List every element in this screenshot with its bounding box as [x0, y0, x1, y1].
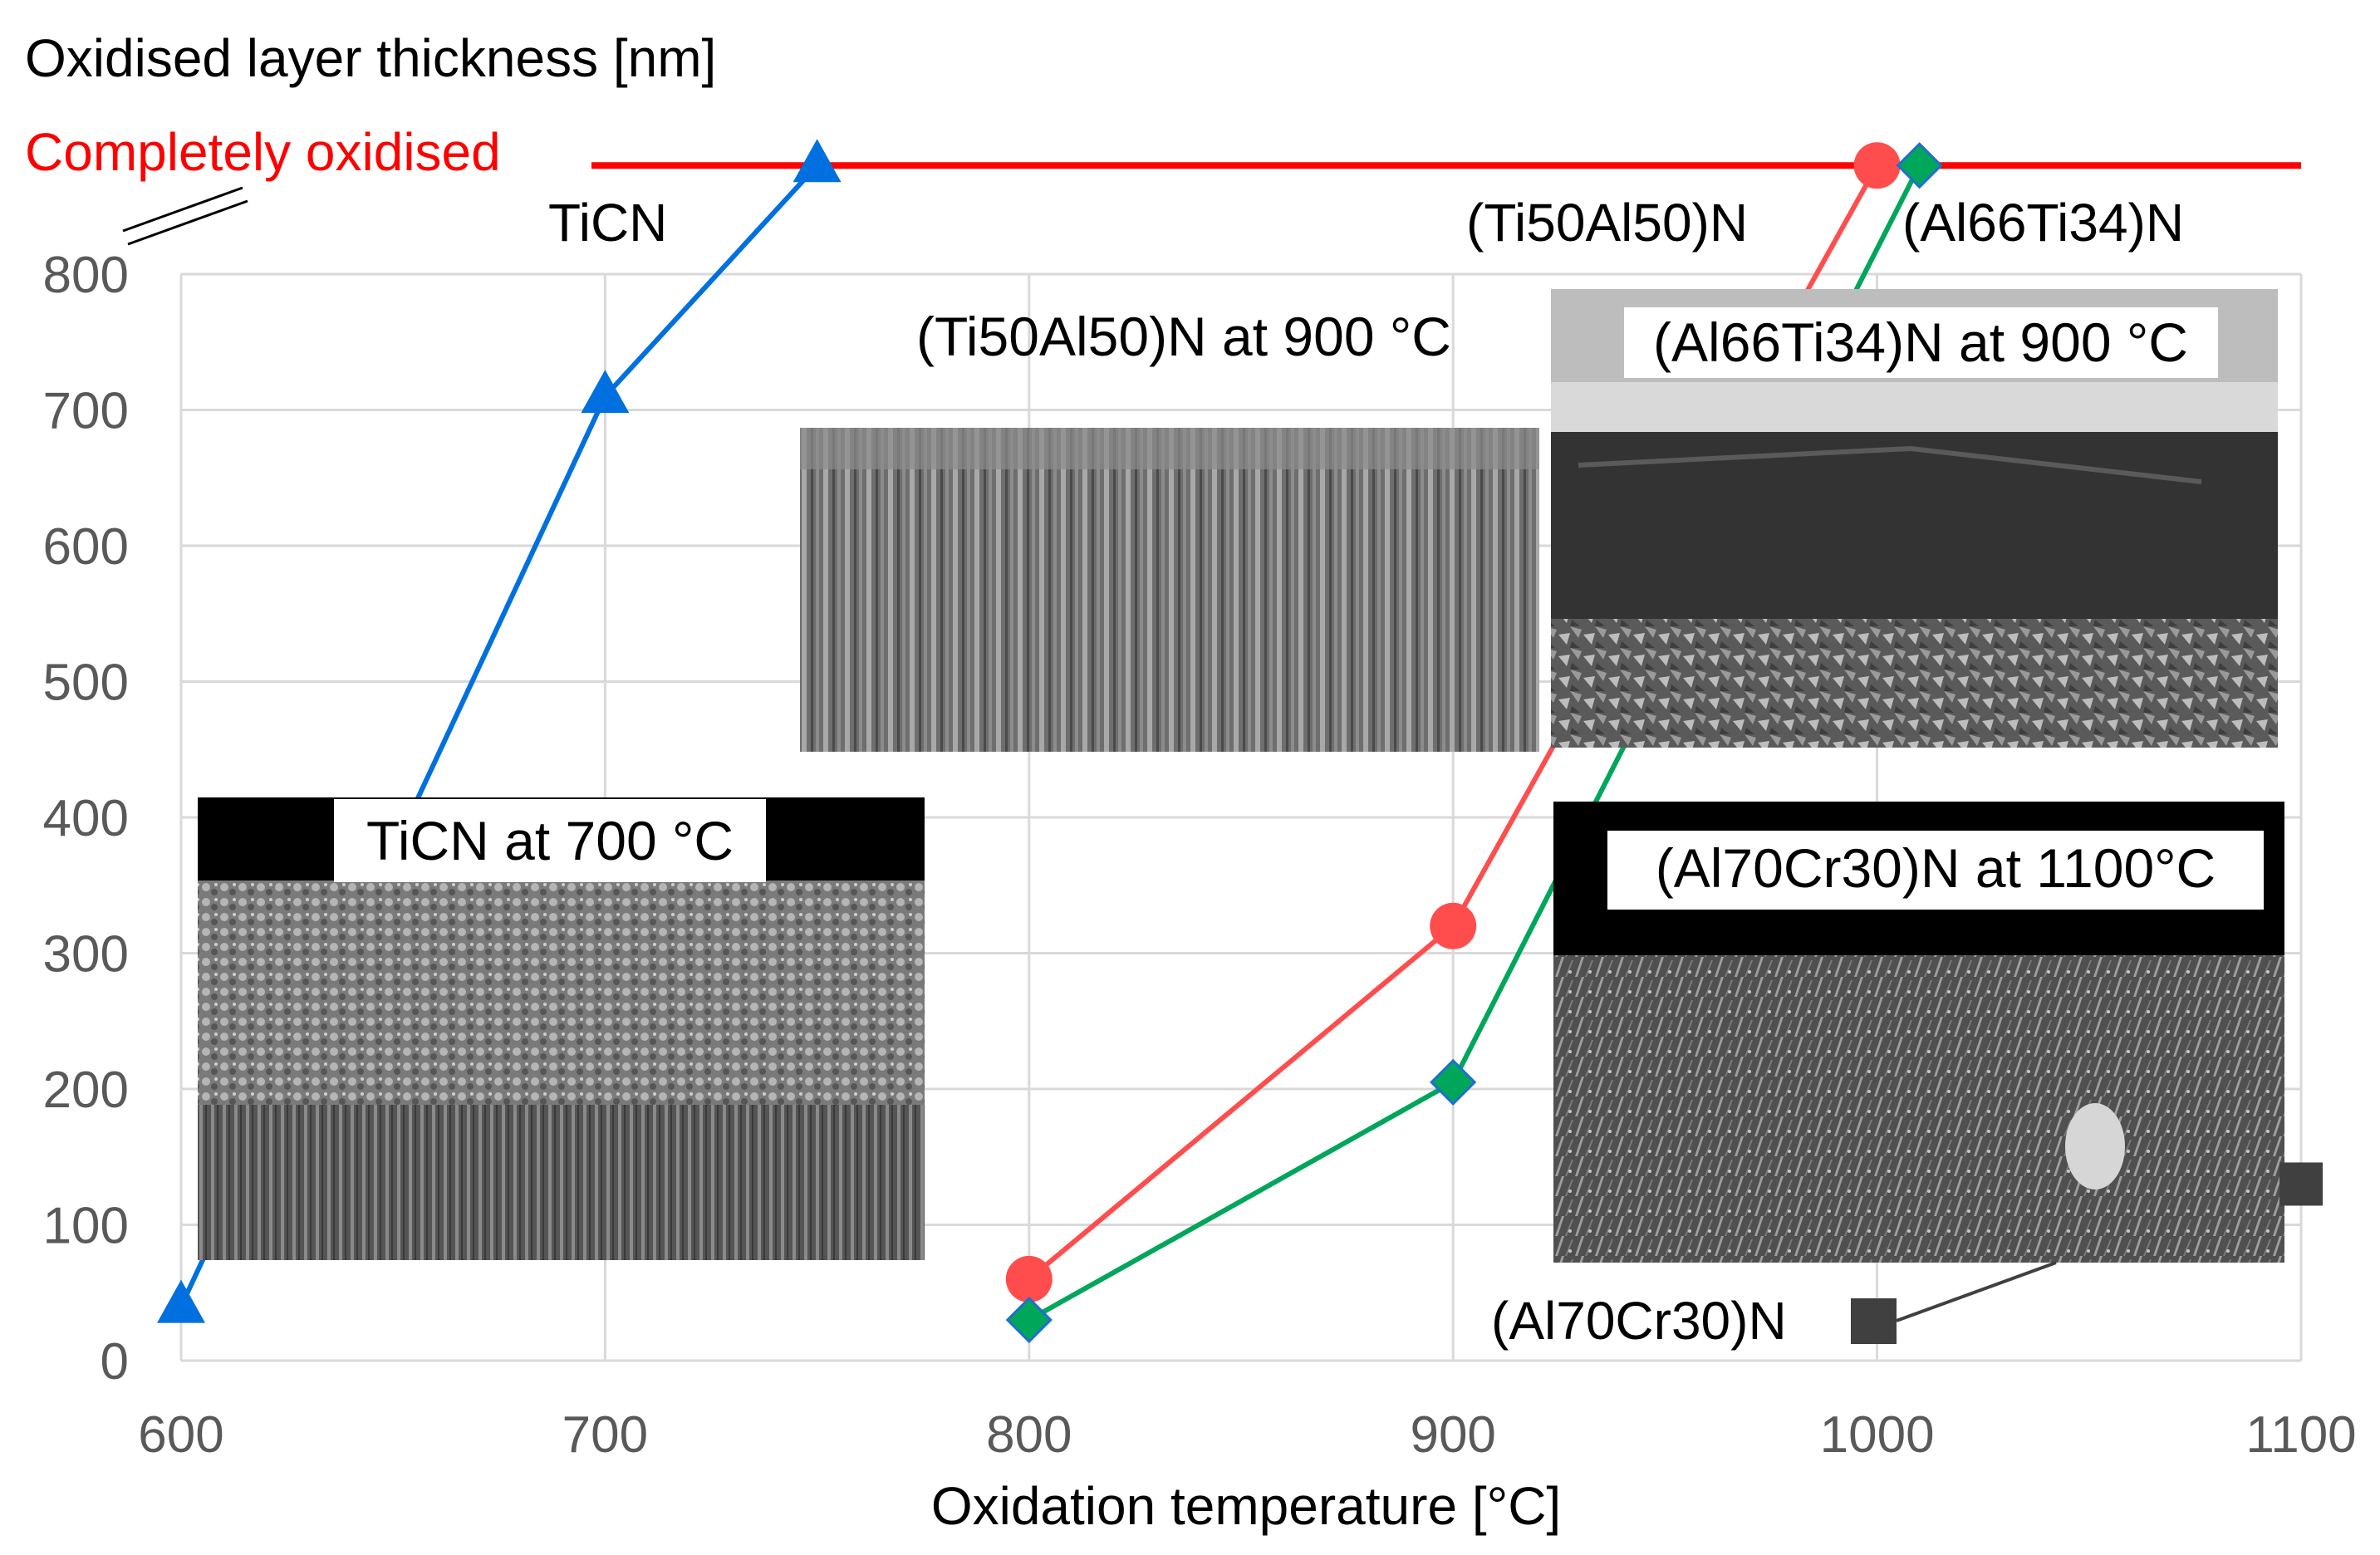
data-point-diamond — [1005, 1296, 1053, 1344]
data-point-square — [2279, 1162, 2323, 1206]
inset-caption-alti: (Al66Ti34)N at 900 °C — [1653, 311, 2188, 373]
series-label-tial: (Ti50Al50)N — [1466, 193, 1748, 253]
x-tick-label: 1000 — [1820, 1406, 1935, 1464]
axis-break-mark — [122, 186, 248, 246]
x-tick-label: 1100 — [2245, 1406, 2356, 1464]
series-markers — [157, 139, 2323, 1344]
inset-caption-box — [1624, 307, 2218, 378]
inset-caption-ticn: TiCN at 700 °C — [366, 810, 734, 871]
series-label-alcr: (Al70Cr30)N — [1491, 1291, 1787, 1351]
x-tick-label: 600 — [138, 1406, 223, 1464]
series-label-alti: (Al66Ti34)N — [1902, 193, 2184, 253]
data-point-triangle — [157, 1279, 205, 1323]
data-point-circle — [1430, 902, 1477, 949]
inset-caption-box — [1607, 831, 2264, 910]
data-point-circle — [1005, 1255, 1053, 1302]
sem-inset-alti: (Al66Ti34)N at 900 °C — [1551, 289, 2278, 748]
x-tick-label: 900 — [1410, 1406, 1495, 1464]
y-tick-label: 500 — [43, 655, 129, 712]
x-axis-title: Oxidation temperature [°C] — [931, 1476, 1561, 1536]
data-point-triangle — [581, 370, 630, 414]
y-tick-label: 300 — [43, 926, 129, 984]
y-tick-label: 800 — [43, 247, 129, 304]
data-point-diamond — [1430, 1058, 1477, 1106]
y-tick-label: 700 — [43, 383, 129, 440]
alcr-legend-square — [1851, 1298, 1897, 1344]
data-point-diamond — [1896, 142, 1943, 189]
x-tick-label: 700 — [562, 1406, 648, 1464]
y-tick-label: 0 — [101, 1333, 129, 1391]
series-label-ticn: TiCN — [548, 193, 667, 253]
sem-inset-tial: (Ti50Al50)N at 900 °C — [800, 306, 1539, 752]
sem-inset-ticn: TiCN at 700 °C — [198, 797, 925, 1260]
y-tick-label: 200 — [43, 1062, 129, 1119]
data-point-triangle — [793, 139, 842, 183]
inset-caption-box — [334, 799, 766, 882]
inset-caption-alcr: (Al70Cr30)N at 1100°C — [1656, 837, 2216, 899]
sem-inset-alcr: (Al70Cr30)N at 1100°C — [1553, 802, 2284, 1263]
x-tick-label: 800 — [986, 1406, 1072, 1464]
y-tick-label: 600 — [43, 518, 129, 576]
data-point-circle — [1853, 142, 1901, 189]
y-tick-label: 100 — [43, 1198, 129, 1255]
y-tick-label: 400 — [43, 790, 129, 847]
completely-oxidised-label: Completely oxidised — [25, 122, 501, 182]
alcr-leader-line — [1896, 1261, 2057, 1322]
y-axis-title: Oxidised layer thickness [nm] — [25, 28, 716, 88]
y-axis-ticks: 0 100 200 300 400 500 600 700 800 — [43, 247, 129, 1391]
x-axis-ticks: 600 700 800 900 1000 1100 — [138, 1406, 2356, 1464]
inset-caption-tial: (Ti50Al50)N at 900 °C — [916, 306, 1451, 367]
